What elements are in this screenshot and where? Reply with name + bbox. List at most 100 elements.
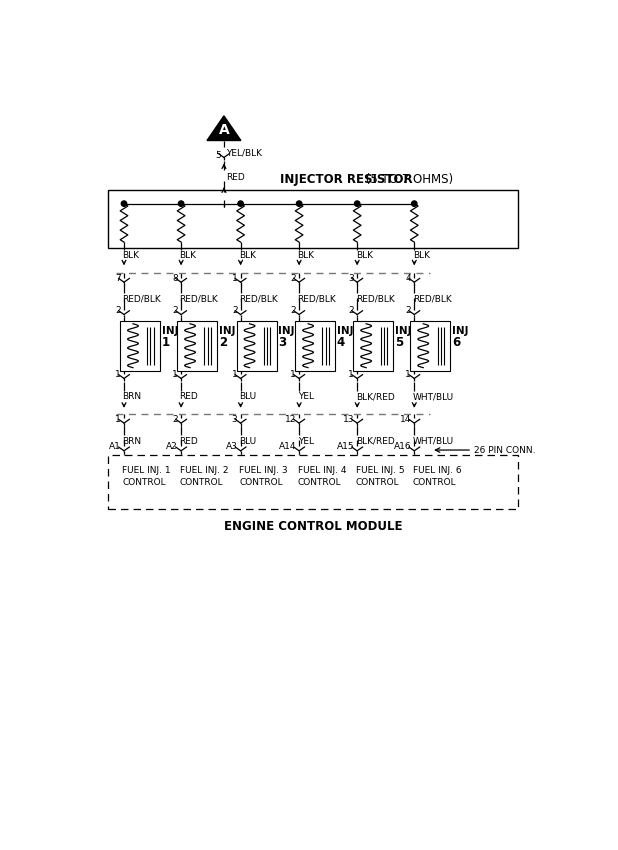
Text: CONTROL: CONTROL <box>180 478 223 487</box>
Text: BRN: BRN <box>122 393 142 401</box>
Bar <box>108 190 518 248</box>
Text: A14: A14 <box>279 443 296 451</box>
Text: 2: 2 <box>172 415 178 424</box>
Text: BLK/RED: BLK/RED <box>355 437 394 446</box>
Circle shape <box>179 201 184 207</box>
Text: INJ: INJ <box>162 326 178 337</box>
Text: 2: 2 <box>116 306 121 315</box>
Text: FUEL INJ. 2: FUEL INJ. 2 <box>180 467 228 475</box>
Bar <box>353 320 394 371</box>
Text: 4: 4 <box>405 274 411 283</box>
Text: BLK: BLK <box>239 252 256 260</box>
Text: FUEL INJ. 1: FUEL INJ. 1 <box>122 467 171 475</box>
Text: BLK: BLK <box>122 252 140 260</box>
Text: RED/BLK: RED/BLK <box>413 294 452 303</box>
Text: A3: A3 <box>226 443 237 451</box>
Text: 26 PIN CONN.: 26 PIN CONN. <box>475 445 536 455</box>
Text: RED/BLK: RED/BLK <box>180 294 218 303</box>
Text: 14: 14 <box>400 415 411 424</box>
Circle shape <box>297 201 302 207</box>
Text: A2: A2 <box>166 443 178 451</box>
Text: CONTROL: CONTROL <box>413 478 456 487</box>
Text: CONTROL: CONTROL <box>122 478 166 487</box>
Text: INJECTOR RESISTOR: INJECTOR RESISTOR <box>280 173 413 186</box>
Text: 1: 1 <box>115 370 121 379</box>
Text: 1: 1 <box>290 370 296 379</box>
Circle shape <box>412 201 417 207</box>
Text: YEL: YEL <box>298 437 313 446</box>
Text: A: A <box>219 122 229 137</box>
Text: INJ: INJ <box>337 326 353 337</box>
Text: 12: 12 <box>285 415 296 424</box>
Text: BRN: BRN <box>122 437 142 446</box>
Text: 3: 3 <box>278 336 286 348</box>
Text: BLK: BLK <box>180 252 197 260</box>
Circle shape <box>121 201 127 207</box>
Text: 2: 2 <box>405 306 411 315</box>
Text: 5: 5 <box>215 151 221 161</box>
Text: 1: 1 <box>162 336 170 348</box>
Polygon shape <box>207 116 241 140</box>
Text: 4: 4 <box>337 336 345 348</box>
Text: BLU: BLU <box>239 393 256 401</box>
Bar <box>410 320 451 371</box>
Text: ENGINE CONTROL MODULE: ENGINE CONTROL MODULE <box>224 520 402 533</box>
Circle shape <box>355 201 360 207</box>
Text: 2: 2 <box>290 306 296 315</box>
Text: WHT/BLU: WHT/BLU <box>413 393 454 401</box>
Text: CONTROL: CONTROL <box>355 478 399 487</box>
Text: FUEL INJ. 5: FUEL INJ. 5 <box>355 467 404 475</box>
Text: WHT/BLU: WHT/BLU <box>413 437 454 446</box>
Text: CONTROL: CONTROL <box>298 478 341 487</box>
Text: 6: 6 <box>452 336 460 348</box>
Circle shape <box>238 201 243 207</box>
Text: A15: A15 <box>336 443 354 451</box>
Text: A16: A16 <box>394 443 411 451</box>
Text: 7: 7 <box>115 274 121 283</box>
Bar <box>177 320 218 371</box>
Text: INJ: INJ <box>452 326 468 337</box>
Text: 1: 1 <box>405 370 411 379</box>
Text: YEL/BLK: YEL/BLK <box>226 148 262 157</box>
Text: BLK/RED: BLK/RED <box>355 393 394 401</box>
Text: RED: RED <box>180 437 198 446</box>
Text: 1: 1 <box>232 274 237 283</box>
Text: RED/BLK: RED/BLK <box>355 294 394 303</box>
Text: 1: 1 <box>115 415 121 424</box>
Text: 3: 3 <box>349 274 354 283</box>
Text: A1: A1 <box>109 443 121 451</box>
Text: 2: 2 <box>172 306 178 315</box>
Text: 1: 1 <box>349 370 354 379</box>
Text: BLK: BLK <box>298 252 315 260</box>
Text: 2: 2 <box>349 306 354 315</box>
Text: BLK: BLK <box>413 252 430 260</box>
Text: YEL: YEL <box>298 393 313 401</box>
Bar <box>295 320 336 371</box>
Text: 1: 1 <box>232 370 237 379</box>
Text: CONTROL: CONTROL <box>239 478 282 487</box>
Text: 3: 3 <box>232 415 237 424</box>
Text: 1: 1 <box>172 370 178 379</box>
Text: FUEL INJ. 3: FUEL INJ. 3 <box>239 467 287 475</box>
Text: 2: 2 <box>232 306 237 315</box>
Text: (5 TO 7 OHMS): (5 TO 7 OHMS) <box>363 173 454 186</box>
Text: RED/BLK: RED/BLK <box>239 294 278 303</box>
Text: BLK: BLK <box>355 252 373 260</box>
Text: FUEL INJ. 6: FUEL INJ. 6 <box>413 467 462 475</box>
Bar <box>120 320 160 371</box>
Text: INJ: INJ <box>278 326 295 337</box>
Text: RED: RED <box>226 173 245 182</box>
Text: 2: 2 <box>290 274 296 283</box>
Text: INJ: INJ <box>395 326 412 337</box>
Text: 8: 8 <box>172 274 178 283</box>
Bar <box>237 320 277 371</box>
Text: FUEL INJ. 4: FUEL INJ. 4 <box>298 467 346 475</box>
Text: 5: 5 <box>395 336 403 348</box>
Text: RED/BLK: RED/BLK <box>298 294 336 303</box>
Text: INJ: INJ <box>219 326 235 337</box>
Text: RED/BLK: RED/BLK <box>122 294 161 303</box>
Text: RED: RED <box>180 393 198 401</box>
Text: 13: 13 <box>342 415 354 424</box>
Bar <box>108 456 518 509</box>
Text: BLU: BLU <box>239 437 256 446</box>
